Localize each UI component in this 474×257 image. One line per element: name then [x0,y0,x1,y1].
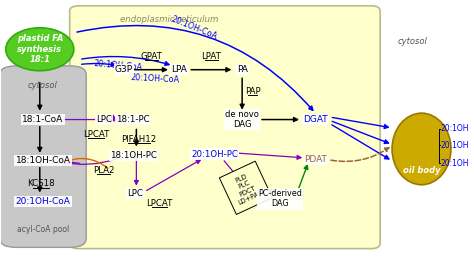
Text: KCS18: KCS18 [27,179,55,188]
Text: 20:1OH-CoA: 20:1OH-CoA [130,73,180,85]
Text: LPCAT: LPCAT [146,199,173,208]
Text: cytosol: cytosol [28,80,58,89]
Text: 20:1OH-CoA: 20:1OH-CoA [93,59,143,72]
Text: oil body: oil body [403,166,440,175]
Text: plastid FA
synthesis
18:1: plastid FA synthesis 18:1 [17,34,63,64]
Text: PIFAH12: PIFAH12 [121,135,156,144]
Text: GPAT: GPAT [141,52,163,61]
Text: 18:1OH-CoA: 18:1OH-CoA [16,156,71,165]
Text: 18:1OH-PC: 18:1OH-PC [109,151,156,160]
Text: 20:1OH-PC: 20:1OH-PC [191,150,238,159]
Text: LPAT: LPAT [201,52,221,61]
Text: DGAT: DGAT [303,115,328,124]
Text: 20:1OH-CoA: 20:1OH-CoA [169,14,218,41]
Text: 18:1-PC: 18:1-PC [116,115,150,124]
Text: LPC: LPC [96,115,112,124]
Text: endoplasmic reticulum: endoplasmic reticulum [120,15,219,24]
Text: 20:1OH: 20:1OH [441,124,469,133]
Text: cytosol: cytosol [397,37,427,46]
Text: PA: PA [237,65,247,74]
Text: LPCAT: LPCAT [82,130,109,139]
Text: PLA2: PLA2 [93,166,114,175]
Text: G3P: G3P [115,65,133,74]
Text: acyl-CoA pool: acyl-CoA pool [17,225,69,234]
Ellipse shape [6,28,74,71]
FancyBboxPatch shape [70,6,380,249]
Text: PDAT: PDAT [304,155,327,164]
Text: PLD
PLC
PDCT
LD+PAP: PLD PLC PDCT LD+PAP [228,170,264,206]
Ellipse shape [392,113,451,185]
FancyBboxPatch shape [0,66,86,247]
Text: 18:1-CoA: 18:1-CoA [22,115,64,124]
Text: LPA: LPA [171,65,187,74]
Text: LPC: LPC [127,189,143,198]
Text: 20:1OH: 20:1OH [441,159,469,168]
Text: 20:1OH: 20:1OH [441,141,469,150]
Text: PC-derived
DAG: PC-derived DAG [258,189,302,208]
Text: PAP: PAP [245,87,261,96]
Text: de novo
DAG: de novo DAG [225,110,259,129]
Text: 20:1OH-CoA: 20:1OH-CoA [16,197,71,206]
